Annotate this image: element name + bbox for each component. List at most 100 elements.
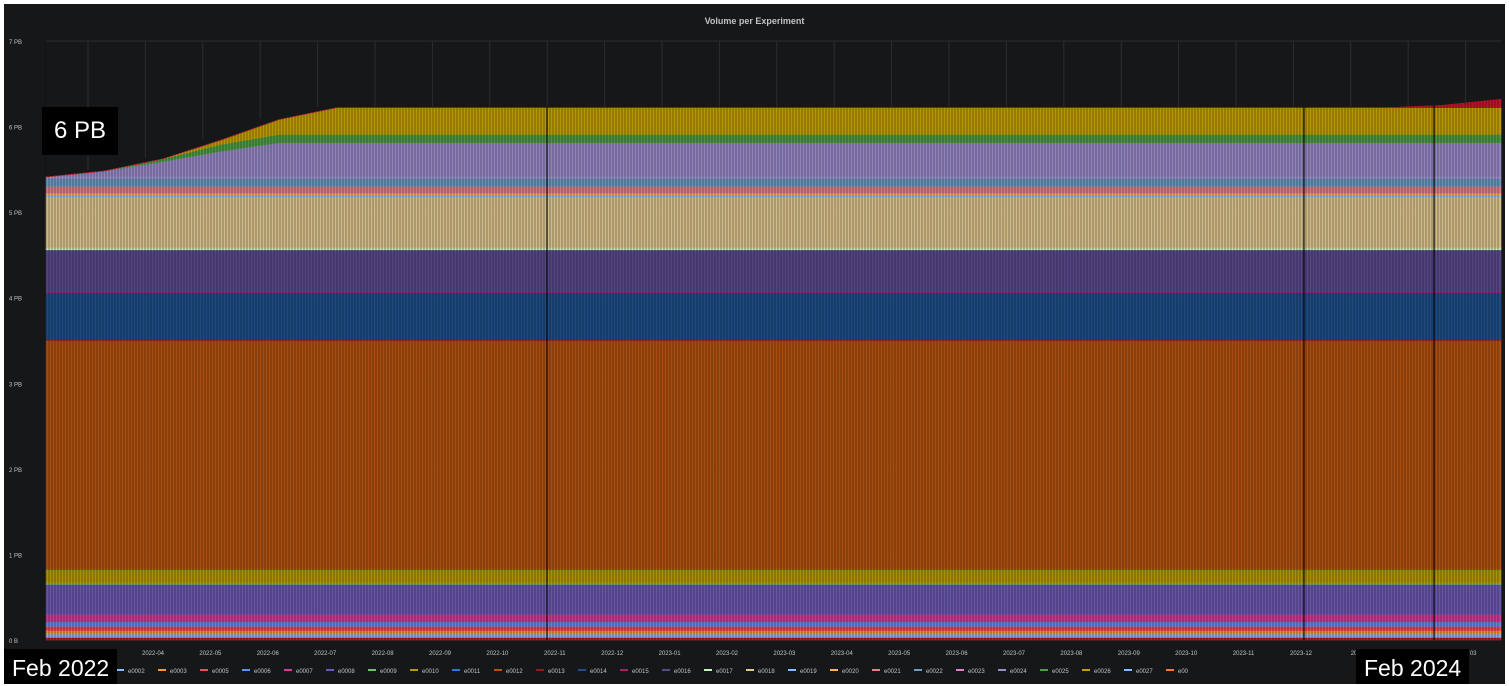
series-area-e0022 (45, 177, 1502, 187)
legend-label-e0018: e0018 (758, 669, 775, 675)
legend-swatch-e0012 (494, 669, 502, 671)
legend-swatch-e0015 (620, 669, 628, 671)
series-area-e0016 (45, 249, 1502, 292)
background-mask (46, 41, 1501, 177)
legend-label-e0022: e0022 (926, 669, 943, 675)
peak-callout: 6 PB (42, 107, 119, 155)
legend-label-e0005: e0005 (212, 669, 229, 675)
legend-label-e0017: e0017 (716, 669, 733, 675)
y-tick-label: 0 B (9, 639, 18, 645)
x-tick-label: 2023-11 (1233, 651, 1255, 657)
series-area-e0006 (45, 621, 1502, 627)
y-tick-label: 1 PB (9, 553, 22, 559)
legend-label-e0009: e0009 (380, 669, 397, 675)
series-area-e0024 (45, 142, 1502, 178)
legend-swatch-e0019 (788, 669, 796, 671)
y-tick-label: 7 PB (9, 40, 22, 46)
series-area-e0018 (45, 196, 1502, 249)
x-tick-label: 2023-10 (1175, 651, 1198, 657)
legend-label-e0003: e0003 (170, 669, 187, 675)
series-area-e0012 (45, 340, 1502, 570)
x-tick-label: 2022-07 (314, 651, 337, 657)
x-tick-label: 2022-10 (486, 651, 509, 657)
x-tick-label: 2022-04 (142, 651, 165, 657)
legend-label-e0019: e0019 (800, 669, 817, 675)
x-tick-label: 2023-02 (716, 651, 739, 657)
series-area-e0001 (45, 637, 1502, 641)
series-area-e0007 (45, 614, 1502, 623)
legend-label-e0020: e0020 (842, 669, 859, 675)
x-tick-label: 2023-08 (1060, 651, 1083, 657)
legend-label-e00: e00 (1178, 669, 1189, 675)
legend-swatch-e0014 (578, 669, 586, 671)
legend-swatch-e0018 (746, 669, 754, 671)
series-area-e0005 (45, 626, 1502, 631)
legend-label-e0024: e0024 (1010, 669, 1027, 675)
x-tick-label: 2022-06 (257, 651, 280, 657)
legend-swatch-e0006 (242, 669, 250, 671)
legend-label-e0002: e0002 (128, 669, 145, 675)
x-tick-label: 2023-05 (888, 651, 911, 657)
x-tick-label: 2022-09 (429, 651, 452, 657)
legend-label-e0015: e0015 (632, 669, 649, 675)
x-tick-label: 2023-04 (831, 651, 854, 657)
series-area-e0008 (45, 584, 1502, 615)
y-tick-label: 3 PB (9, 382, 22, 388)
x-tick-label: 03 (1470, 651, 1477, 657)
legend-swatch-e0009 (368, 669, 376, 671)
legend-label-e0008: e0008 (338, 669, 355, 675)
legend-swatch-e0005 (200, 669, 208, 671)
legend-swatch-e0025 (1040, 669, 1048, 671)
x-tick-label: 2022-05 (199, 651, 222, 657)
series-area-e0010 (45, 569, 1502, 583)
legend-swatch-e0011 (452, 669, 460, 671)
bar-texture (45, 41, 1499, 640)
legend-swatch-e0024 (998, 669, 1006, 671)
series-area-e0003 (45, 630, 1502, 635)
chart-title: Volume per Experiment (705, 16, 805, 26)
legend-swatch-e0022 (914, 669, 922, 671)
x-tick-label: 2023-09 (1118, 651, 1141, 657)
legend-swatch-e00 (1166, 669, 1174, 671)
series-area-e0002 (45, 633, 1502, 638)
legend-swatch-e0013 (536, 669, 544, 671)
legend-label-e0012: e0012 (506, 669, 523, 675)
y-tick-label: 6 PB (9, 126, 22, 132)
legend-label-e0023: e0023 (968, 669, 985, 675)
legend-swatch-e0020 (830, 669, 838, 671)
x-tick-label: 2022-12 (601, 651, 624, 657)
legend-swatch-e0027 (1124, 669, 1132, 671)
legend-swatch-e0021 (872, 669, 880, 671)
series-area-e0021 (45, 186, 1502, 194)
legend-label-e0016: e0016 (674, 669, 691, 675)
legend-label-e0007: e0007 (296, 669, 313, 675)
series-area-e0014 (45, 292, 1502, 340)
legend-label-e0011: e0011 (464, 669, 481, 675)
x-tick-label: 2023-03 (773, 651, 796, 657)
legend-swatch-e0023 (956, 669, 964, 671)
x-tick-label: 2023-01 (659, 651, 682, 657)
legend-label-e0026: e0026 (1094, 669, 1111, 675)
legend-swatch-e0007 (284, 669, 292, 671)
legend-swatch-e0017 (704, 669, 712, 671)
legend-label-e0006: e0006 (254, 669, 271, 675)
legend-label-e0021: e0021 (884, 669, 901, 675)
legend-swatch-e0008 (326, 669, 334, 671)
x-tick-label: 2023-12 (1290, 651, 1313, 657)
end-date-callout: Feb 2024 (1356, 649, 1470, 684)
x-tick-label: 2022-08 (372, 651, 395, 657)
legend-swatch-e0026 (1082, 669, 1090, 671)
legend-label-e0010: e0010 (422, 669, 439, 675)
y-tick-label: 2 PB (9, 468, 22, 474)
legend-label-e0013: e0013 (548, 669, 565, 675)
legend-swatch-e0003 (158, 669, 166, 671)
legend-label-e0014: e0014 (590, 669, 607, 675)
legend-label-e0025: e0025 (1052, 669, 1069, 675)
chart-panel: Volume per Experiment 0 B 1 PB 2 PB 3 PB 4 PB… (4, 4, 1505, 684)
x-tick-label: 2023-07 (1003, 651, 1026, 657)
volume-chart: Volume per Experiment 0 B 1 PB 2 PB 3 PB 4 PB… (9, 16, 1502, 675)
legend-label-e0027: e0027 (1136, 669, 1153, 675)
legend-swatch-e0010 (410, 669, 418, 671)
y-tick-label: 4 PB (9, 297, 22, 303)
x-tick-label: 2022-11 (544, 651, 566, 657)
